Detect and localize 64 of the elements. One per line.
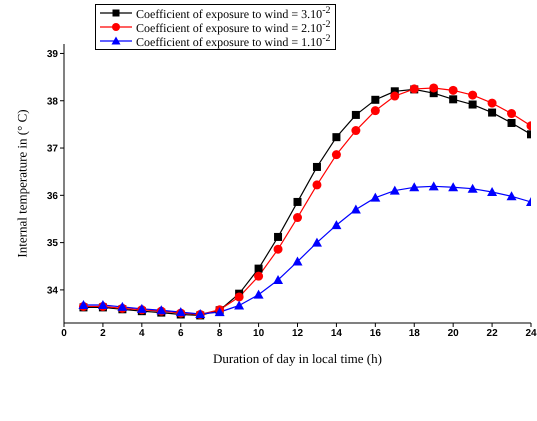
x-tick-label: 6	[178, 328, 184, 340]
point	[508, 118, 516, 127]
point	[370, 192, 380, 202]
point	[331, 220, 342, 230]
point	[332, 150, 341, 160]
x-tick-label: 2	[100, 328, 106, 340]
legend-label: Coefficient of exposure to wind = 3.10$^{-2}$	[136, 4, 331, 20]
y-tick-label: 36	[46, 190, 58, 202]
point	[312, 180, 322, 190]
x-tick-label: 16	[370, 328, 382, 340]
point	[449, 95, 458, 104]
point	[409, 182, 420, 192]
point	[448, 86, 458, 95]
point	[234, 300, 244, 310]
point	[488, 108, 496, 117]
x-tick-label: 8	[216, 328, 223, 340]
point	[254, 272, 264, 281]
y-tick-label: 35	[46, 238, 58, 250]
x-tick-label: 18	[408, 328, 420, 340]
x-tick-label: 22	[486, 328, 498, 340]
point	[371, 96, 380, 104]
point	[487, 187, 498, 196]
point	[468, 90, 478, 100]
x-tick-label: 24	[525, 328, 537, 340]
point	[429, 83, 438, 92]
point	[312, 162, 321, 171]
point	[254, 290, 264, 299]
legend-label: Coefficient of exposure to wind = 1.10$^{-2}$	[136, 32, 331, 50]
x-tick-label: 0	[61, 328, 68, 340]
point	[274, 244, 283, 254]
point	[390, 186, 400, 195]
point	[254, 264, 263, 273]
point	[294, 198, 302, 206]
y-tick-label: 39	[46, 49, 58, 60]
y-axis-title: Internal temperature in (° C)	[14, 109, 30, 258]
point	[292, 256, 302, 266]
point	[488, 98, 497, 108]
x-tick-label: 12	[292, 328, 304, 340]
point	[234, 292, 244, 302]
x-axis-title: Duration of day in local time (h)	[213, 351, 382, 366]
legend-label: Coefficient of exposure to wind = 2.10$^{-2}$	[136, 18, 331, 34]
x-tick-label: 10	[253, 328, 265, 340]
x-tick-label: 14	[330, 328, 342, 340]
point	[274, 232, 282, 241]
point	[468, 184, 478, 193]
point	[506, 191, 517, 200]
point	[332, 133, 340, 142]
point	[390, 92, 400, 101]
x-tick-label: 4	[139, 328, 146, 340]
point	[312, 238, 322, 247]
point	[428, 181, 439, 190]
point	[273, 274, 284, 284]
point	[370, 106, 380, 116]
point	[507, 109, 516, 118]
y-tick-label: 38	[46, 96, 58, 108]
point	[448, 182, 458, 192]
point	[293, 213, 302, 222]
point	[352, 110, 360, 119]
point	[351, 126, 360, 136]
point	[350, 204, 361, 214]
x-tick-label: 20	[448, 328, 460, 340]
y-tick-label: 34	[46, 285, 58, 296]
point	[468, 100, 477, 109]
y-tick-label: 37	[46, 144, 58, 155]
